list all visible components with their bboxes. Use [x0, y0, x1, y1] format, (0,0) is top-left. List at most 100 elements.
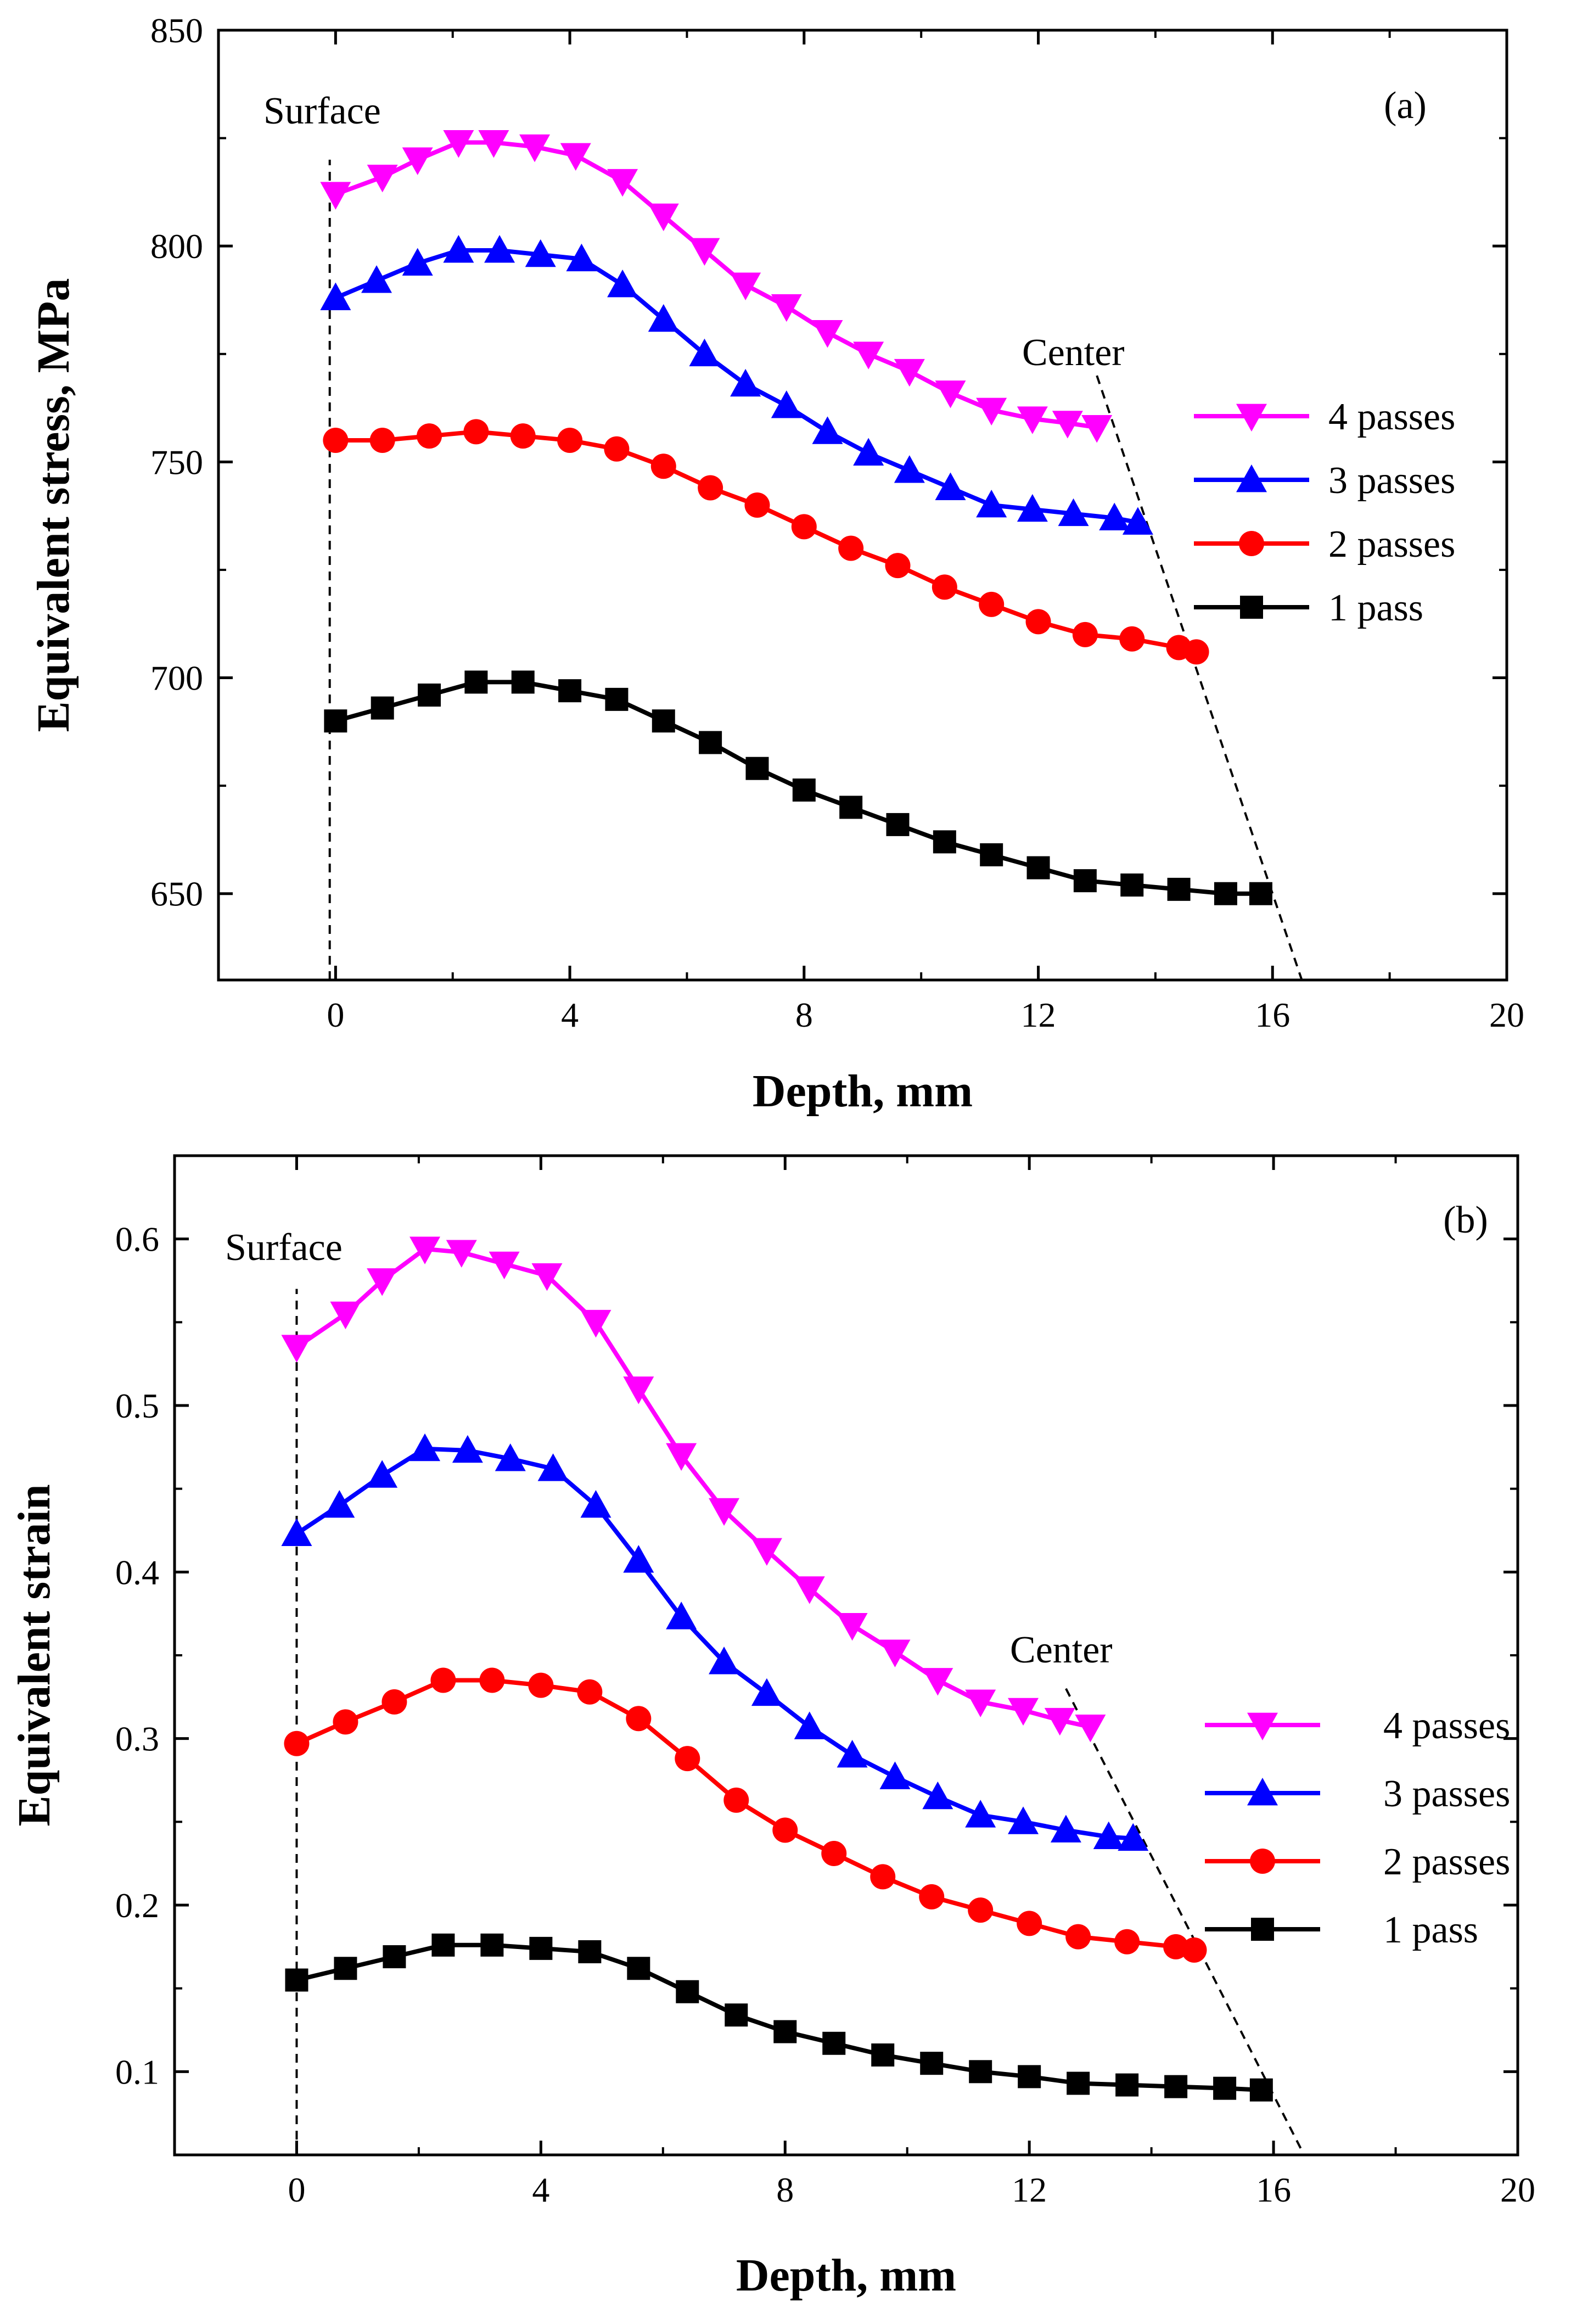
x-tick-label: 20	[1500, 2170, 1535, 2209]
surface-annotation: Surface	[225, 1227, 343, 1269]
center-dashed-line	[1065, 1688, 1305, 2155]
data-point-4-passes	[812, 320, 843, 348]
data-point-3-passes	[1099, 502, 1130, 530]
data-point-4-passes	[409, 1236, 441, 1264]
data-point-3-passes	[1093, 1821, 1124, 1850]
data-point-1-pass	[627, 1957, 650, 1980]
data-point-1-pass	[676, 1980, 699, 2003]
series-line-2-passes	[335, 429, 1197, 654]
data-point-3-passes	[965, 1800, 996, 1828]
panel-label: (a)	[1384, 85, 1427, 127]
surface-annotation: Surface	[263, 90, 381, 132]
data-point-3-passes	[324, 1490, 355, 1518]
data-point-2-passes	[510, 423, 536, 449]
y-tick-label: 0.2	[115, 1886, 159, 1925]
data-point-4-passes	[879, 1639, 911, 1667]
data-point-1-pass	[822, 2031, 846, 2055]
data-point-4-passes	[367, 1268, 398, 1296]
data-point-2-passes	[430, 1667, 456, 1693]
data-point-1-pass	[745, 757, 769, 780]
data-point-1-pass	[1249, 2078, 1273, 2102]
data-point-4-passes	[965, 1689, 996, 1717]
data-point-2-passes	[675, 1746, 700, 1772]
data-point-4-passes	[446, 1240, 477, 1268]
legend-marker	[1236, 464, 1267, 492]
x-tick-label: 12	[1012, 2170, 1047, 2209]
data-point-2-passes	[838, 535, 864, 561]
y-tick-label: 0.3	[115, 1720, 159, 1759]
data-point-3-passes	[879, 1761, 911, 1789]
data-point-1-pass	[1067, 2071, 1090, 2095]
data-point-2-passes	[284, 1731, 310, 1756]
x-axis-title: Depth, mm	[736, 2250, 956, 2301]
data-point-4-passes	[443, 130, 474, 158]
data-point-3-passes	[922, 1781, 953, 1810]
legend-marker	[1247, 1778, 1278, 1806]
data-point-2-passes	[604, 436, 630, 462]
legend-entry-2-passes: 2 passes	[1205, 1841, 1510, 1883]
data-point-4-passes	[489, 1251, 520, 1280]
data-point-2-passes	[369, 428, 395, 453]
data-point-1-pass	[1213, 2076, 1237, 2100]
data-point-4-passes	[281, 1335, 312, 1363]
data-point-4-passes	[1081, 415, 1113, 443]
data-point-2-passes	[577, 1679, 603, 1705]
chart-0: 0 4 8 12 16 20 650 700 750 800 850 Depth, mm Equival…	[28, 11, 1524, 1117]
data-point-2-passes	[463, 419, 489, 445]
y-tick-label: 850	[150, 11, 203, 50]
y-tick-label: 700	[150, 659, 203, 698]
data-point-3-passes	[281, 1518, 312, 1546]
data-point-2-passes	[821, 1840, 847, 1866]
data-point-4-passes	[837, 1613, 868, 1641]
data-point-1-pass	[792, 779, 816, 802]
legend-label: 1 pass	[1383, 1909, 1478, 1951]
data-point-2-passes	[791, 514, 817, 540]
data-point-2-passes	[323, 428, 349, 453]
data-point-1-pass	[725, 2003, 748, 2027]
series-2-passes	[323, 419, 1209, 665]
data-point-1-pass	[1073, 869, 1097, 893]
data-point-1-pass	[529, 1936, 553, 1960]
data-point-1-pass	[839, 796, 863, 819]
data-point-4-passes	[519, 134, 551, 163]
data-point-2-passes	[417, 423, 442, 449]
data-point-2-passes	[1072, 621, 1098, 647]
data-point-3-passes	[623, 1545, 654, 1573]
legend-label: 3 passes	[1383, 1773, 1510, 1815]
data-point-2-passes	[650, 453, 676, 479]
data-point-3-passes	[361, 265, 392, 293]
data-point-4-passes	[853, 341, 884, 369]
legend-entry-4-passes: 4 passes	[1205, 1705, 1510, 1747]
series-1-pass	[285, 1933, 1273, 2102]
legend-marker	[1236, 404, 1267, 432]
data-point-2-passes	[557, 428, 583, 453]
data-point-2-passes	[919, 1884, 945, 1909]
center-annotation: Center	[1022, 332, 1125, 374]
data-point-4-passes	[794, 1576, 825, 1604]
data-point-4-passes	[1017, 406, 1048, 434]
series-3-passes	[281, 1433, 1149, 1851]
data-point-4-passes	[1075, 1715, 1106, 1743]
series-1-pass	[324, 670, 1272, 905]
data-point-4-passes	[648, 203, 679, 232]
data-point-2-passes	[528, 1672, 554, 1698]
data-point-2-passes	[1183, 639, 1209, 665]
plot-frame	[173, 1154, 1519, 2157]
data-point-3-passes	[495, 1443, 526, 1471]
data-point-3-passes	[709, 1647, 740, 1675]
y-tick-label: 650	[150, 875, 203, 914]
data-point-1-pass	[1120, 873, 1144, 897]
data-point-2-passes	[744, 492, 770, 518]
data-point-1-pass	[773, 2020, 797, 2043]
data-point-4-passes	[709, 1498, 740, 1526]
x-tick-label: 0	[288, 2170, 305, 2209]
y-tick-label: 0.1	[115, 2052, 159, 2091]
data-point-3-passes	[771, 390, 802, 418]
data-point-3-passes	[853, 438, 884, 466]
data-point-3-passes	[607, 269, 638, 298]
x-tick-label: 20	[1489, 995, 1524, 1034]
data-point-1-pass	[652, 709, 675, 733]
data-point-2-passes	[1017, 1911, 1042, 1936]
legend-label: 2 passes	[1383, 1841, 1510, 1883]
data-point-2-passes	[979, 591, 1005, 617]
